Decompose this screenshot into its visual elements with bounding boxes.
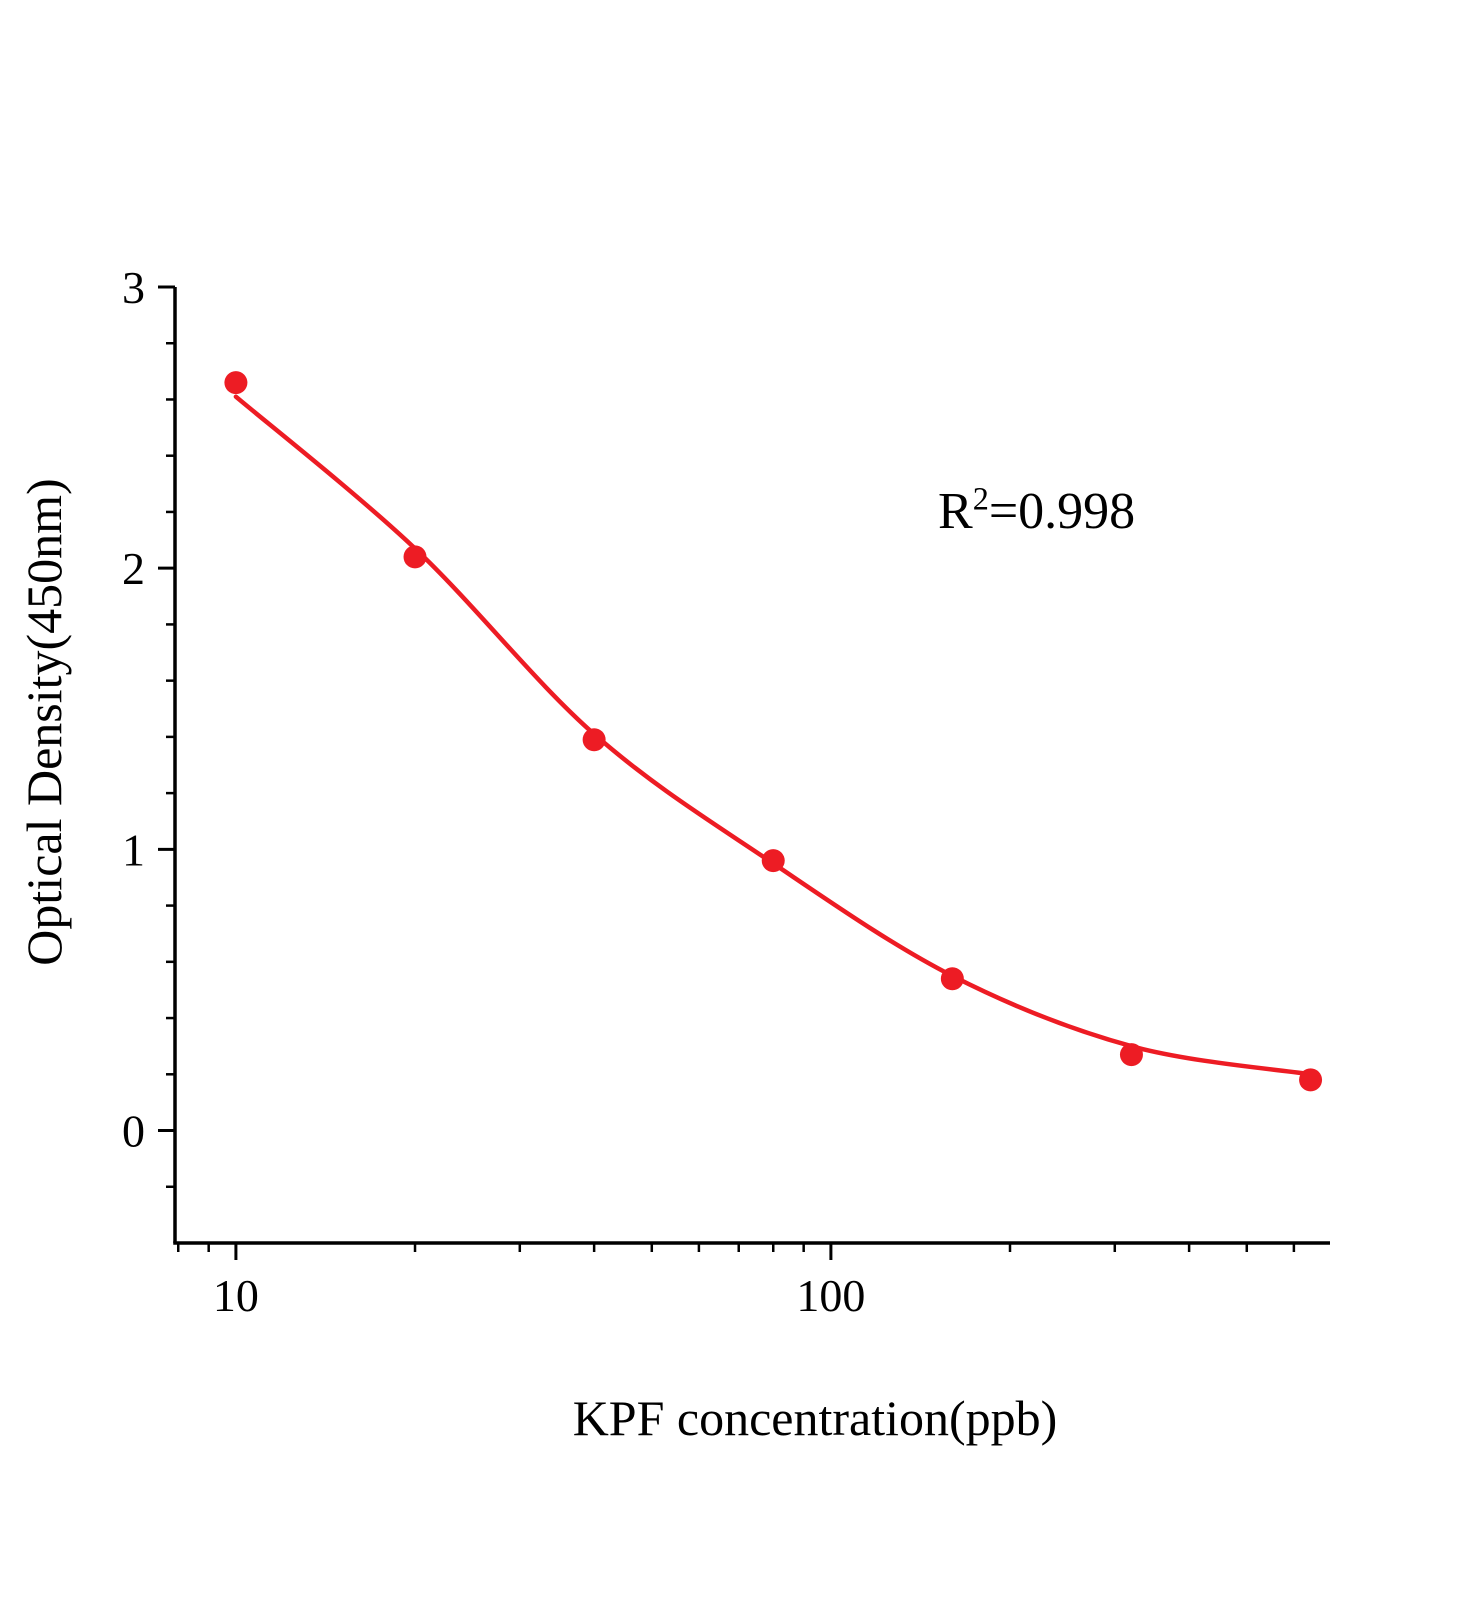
x-axis-title: KPF concentration(ppb) — [572, 1390, 1058, 1446]
data-point — [582, 728, 606, 752]
y-tick-label: 1 — [122, 824, 145, 875]
data-point — [403, 545, 427, 569]
x-tick-label: 10 — [213, 1270, 259, 1321]
fit-curve — [233, 394, 1313, 1077]
r-squared-exponent: 2 — [972, 480, 989, 517]
data-point — [1119, 1043, 1143, 1067]
x-tick-label: 100 — [796, 1270, 865, 1321]
r-squared-annotation: R2=0.998 — [938, 482, 1135, 541]
y-tick-label: 3 — [122, 262, 145, 313]
data-point — [1299, 1068, 1323, 1092]
y-tick-label: 2 — [122, 543, 145, 594]
y-tick-label: 0 — [122, 1106, 145, 1157]
data-point — [224, 371, 248, 395]
data-point — [761, 849, 785, 873]
r-squared-base: R — [938, 483, 973, 540]
y-axis-title: Optical Density(450nm) — [16, 478, 72, 966]
r-squared-value: =0.998 — [988, 483, 1136, 540]
data-point — [940, 967, 964, 991]
